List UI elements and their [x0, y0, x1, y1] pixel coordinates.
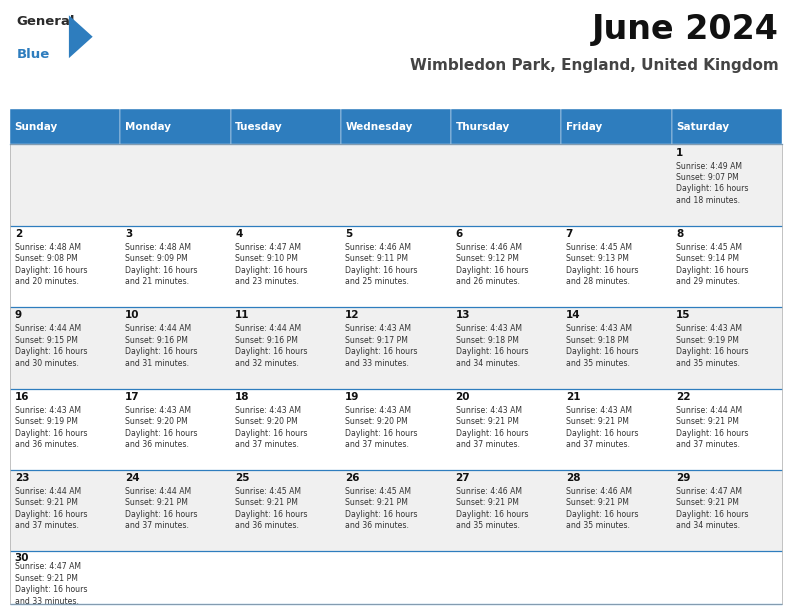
Text: 9: 9 — [15, 310, 22, 321]
Text: 26: 26 — [345, 473, 360, 483]
Bar — [120, 109, 230, 144]
Text: Sunrise: 4:49 AM
Sunset: 9:07 PM
Daylight: 16 hours
and 18 minutes.: Sunrise: 4:49 AM Sunset: 9:07 PM Dayligh… — [676, 162, 748, 205]
Text: Sunrise: 4:44 AM
Sunset: 9:21 PM
Daylight: 16 hours
and 37 minutes.: Sunrise: 4:44 AM Sunset: 9:21 PM Dayligh… — [125, 487, 197, 531]
Text: 19: 19 — [345, 392, 360, 402]
Text: Sunrise: 4:48 AM
Sunset: 9:08 PM
Daylight: 16 hours
and 20 minutes.: Sunrise: 4:48 AM Sunset: 9:08 PM Dayligh… — [15, 243, 87, 286]
Text: Sunrise: 4:43 AM
Sunset: 9:18 PM
Daylight: 16 hours
and 35 minutes.: Sunrise: 4:43 AM Sunset: 9:18 PM Dayligh… — [565, 324, 638, 368]
Text: Sunrise: 4:43 AM
Sunset: 9:21 PM
Daylight: 16 hours
and 37 minutes.: Sunrise: 4:43 AM Sunset: 9:21 PM Dayligh… — [565, 406, 638, 449]
Text: 20: 20 — [455, 392, 470, 402]
Text: Sunrise: 4:44 AM
Sunset: 9:21 PM
Daylight: 16 hours
and 37 minutes.: Sunrise: 4:44 AM Sunset: 9:21 PM Dayligh… — [15, 487, 87, 531]
Text: Sunrise: 4:43 AM
Sunset: 9:19 PM
Daylight: 16 hours
and 36 minutes.: Sunrise: 4:43 AM Sunset: 9:19 PM Dayligh… — [15, 406, 87, 449]
Bar — [10, 8, 782, 109]
Text: 21: 21 — [565, 392, 581, 402]
Text: 3: 3 — [125, 229, 132, 239]
Text: 1: 1 — [676, 147, 683, 158]
Text: 27: 27 — [455, 473, 470, 483]
Text: 11: 11 — [235, 310, 249, 321]
Text: 8: 8 — [676, 229, 683, 239]
Text: Tuesday: Tuesday — [235, 122, 283, 132]
Bar — [10, 551, 782, 604]
Text: Sunrise: 4:44 AM
Sunset: 9:15 PM
Daylight: 16 hours
and 30 minutes.: Sunrise: 4:44 AM Sunset: 9:15 PM Dayligh… — [15, 324, 87, 368]
Text: Sunrise: 4:46 AM
Sunset: 9:21 PM
Daylight: 16 hours
and 35 minutes.: Sunrise: 4:46 AM Sunset: 9:21 PM Dayligh… — [565, 487, 638, 531]
Text: Blue: Blue — [17, 48, 50, 61]
Text: Monday: Monday — [125, 122, 171, 132]
Text: General: General — [17, 15, 75, 28]
Text: 7: 7 — [565, 229, 573, 239]
Bar — [10, 109, 120, 144]
Bar — [10, 389, 782, 470]
Text: Sunrise: 4:45 AM
Sunset: 9:21 PM
Daylight: 16 hours
and 36 minutes.: Sunrise: 4:45 AM Sunset: 9:21 PM Dayligh… — [345, 487, 418, 531]
Bar — [451, 109, 562, 144]
Bar — [341, 109, 451, 144]
Bar — [562, 109, 672, 144]
Text: 24: 24 — [125, 473, 139, 483]
Bar — [10, 144, 782, 604]
Text: Sunrise: 4:45 AM
Sunset: 9:21 PM
Daylight: 16 hours
and 36 minutes.: Sunrise: 4:45 AM Sunset: 9:21 PM Dayligh… — [235, 487, 307, 531]
Text: Sunrise: 4:45 AM
Sunset: 9:13 PM
Daylight: 16 hours
and 28 minutes.: Sunrise: 4:45 AM Sunset: 9:13 PM Dayligh… — [565, 243, 638, 286]
Text: 5: 5 — [345, 229, 352, 239]
Text: Sunrise: 4:44 AM
Sunset: 9:16 PM
Daylight: 16 hours
and 31 minutes.: Sunrise: 4:44 AM Sunset: 9:16 PM Dayligh… — [125, 324, 197, 368]
Text: Sunrise: 4:43 AM
Sunset: 9:21 PM
Daylight: 16 hours
and 37 minutes.: Sunrise: 4:43 AM Sunset: 9:21 PM Dayligh… — [455, 406, 528, 449]
Text: 2: 2 — [15, 229, 22, 239]
Text: 4: 4 — [235, 229, 242, 239]
Text: Sunrise: 4:43 AM
Sunset: 9:20 PM
Daylight: 16 hours
and 37 minutes.: Sunrise: 4:43 AM Sunset: 9:20 PM Dayligh… — [235, 406, 307, 449]
Polygon shape — [69, 15, 93, 58]
Text: Saturday: Saturday — [676, 122, 729, 132]
Text: Sunrise: 4:47 AM
Sunset: 9:21 PM
Daylight: 16 hours
and 34 minutes.: Sunrise: 4:47 AM Sunset: 9:21 PM Dayligh… — [676, 487, 748, 531]
Text: 16: 16 — [15, 392, 29, 402]
Text: Wimbledon Park, England, United Kingdom: Wimbledon Park, England, United Kingdom — [409, 58, 779, 73]
Text: Sunrise: 4:48 AM
Sunset: 9:09 PM
Daylight: 16 hours
and 21 minutes.: Sunrise: 4:48 AM Sunset: 9:09 PM Dayligh… — [125, 243, 197, 286]
Text: 30: 30 — [15, 553, 29, 564]
Bar — [10, 470, 782, 551]
Bar — [10, 307, 782, 389]
Text: 17: 17 — [125, 392, 139, 402]
Text: Sunrise: 4:43 AM
Sunset: 9:20 PM
Daylight: 16 hours
and 36 minutes.: Sunrise: 4:43 AM Sunset: 9:20 PM Dayligh… — [125, 406, 197, 449]
Text: Sunrise: 4:44 AM
Sunset: 9:16 PM
Daylight: 16 hours
and 32 minutes.: Sunrise: 4:44 AM Sunset: 9:16 PM Dayligh… — [235, 324, 307, 368]
Text: Sunday: Sunday — [15, 122, 58, 132]
Text: Thursday: Thursday — [455, 122, 510, 132]
Text: 25: 25 — [235, 473, 249, 483]
Text: Sunrise: 4:46 AM
Sunset: 9:11 PM
Daylight: 16 hours
and 25 minutes.: Sunrise: 4:46 AM Sunset: 9:11 PM Dayligh… — [345, 243, 418, 286]
Text: Sunrise: 4:43 AM
Sunset: 9:19 PM
Daylight: 16 hours
and 35 minutes.: Sunrise: 4:43 AM Sunset: 9:19 PM Dayligh… — [676, 324, 748, 368]
Text: Sunrise: 4:43 AM
Sunset: 9:20 PM
Daylight: 16 hours
and 37 minutes.: Sunrise: 4:43 AM Sunset: 9:20 PM Dayligh… — [345, 406, 418, 449]
Text: Sunrise: 4:47 AM
Sunset: 9:10 PM
Daylight: 16 hours
and 23 minutes.: Sunrise: 4:47 AM Sunset: 9:10 PM Dayligh… — [235, 243, 307, 286]
Text: Sunrise: 4:46 AM
Sunset: 9:12 PM
Daylight: 16 hours
and 26 minutes.: Sunrise: 4:46 AM Sunset: 9:12 PM Dayligh… — [455, 243, 528, 286]
Text: 29: 29 — [676, 473, 691, 483]
Text: 12: 12 — [345, 310, 360, 321]
Bar — [10, 226, 782, 307]
Text: 10: 10 — [125, 310, 139, 321]
Text: Wednesday: Wednesday — [345, 122, 413, 132]
Text: 22: 22 — [676, 392, 691, 402]
Text: Sunrise: 4:44 AM
Sunset: 9:21 PM
Daylight: 16 hours
and 37 minutes.: Sunrise: 4:44 AM Sunset: 9:21 PM Dayligh… — [676, 406, 748, 449]
Text: 13: 13 — [455, 310, 470, 321]
Text: 6: 6 — [455, 229, 463, 239]
Text: 28: 28 — [565, 473, 581, 483]
Text: Sunrise: 4:45 AM
Sunset: 9:14 PM
Daylight: 16 hours
and 29 minutes.: Sunrise: 4:45 AM Sunset: 9:14 PM Dayligh… — [676, 243, 748, 286]
Text: June 2024: June 2024 — [592, 13, 779, 46]
Bar — [672, 109, 782, 144]
Text: Sunrise: 4:47 AM
Sunset: 9:21 PM
Daylight: 16 hours
and 33 minutes.: Sunrise: 4:47 AM Sunset: 9:21 PM Dayligh… — [15, 562, 87, 606]
Text: 14: 14 — [565, 310, 581, 321]
Bar — [10, 144, 782, 226]
Text: Sunrise: 4:43 AM
Sunset: 9:18 PM
Daylight: 16 hours
and 34 minutes.: Sunrise: 4:43 AM Sunset: 9:18 PM Dayligh… — [455, 324, 528, 368]
Bar — [230, 109, 341, 144]
Text: Sunrise: 4:46 AM
Sunset: 9:21 PM
Daylight: 16 hours
and 35 minutes.: Sunrise: 4:46 AM Sunset: 9:21 PM Dayligh… — [455, 487, 528, 531]
Text: 15: 15 — [676, 310, 691, 321]
Text: Sunrise: 4:43 AM
Sunset: 9:17 PM
Daylight: 16 hours
and 33 minutes.: Sunrise: 4:43 AM Sunset: 9:17 PM Dayligh… — [345, 324, 418, 368]
Text: Friday: Friday — [565, 122, 602, 132]
Text: 23: 23 — [15, 473, 29, 483]
Text: 18: 18 — [235, 392, 249, 402]
